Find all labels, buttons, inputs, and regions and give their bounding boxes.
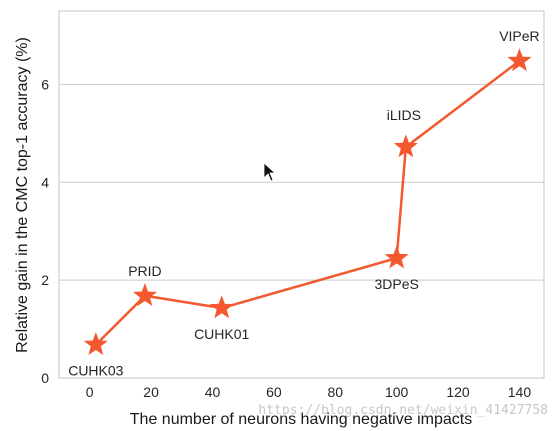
y-tick-label: 2 bbox=[41, 272, 49, 288]
data-point-label: PRID bbox=[128, 263, 161, 279]
data-point-star bbox=[393, 134, 418, 158]
y-axis-label: Relative gain in the CMC top-1 accuracy … bbox=[14, 37, 31, 353]
data-point-star bbox=[384, 245, 409, 269]
data-point-star bbox=[83, 332, 108, 355]
data-point-label: iLIDS bbox=[387, 107, 421, 123]
x-tick-label: 60 bbox=[266, 384, 282, 400]
x-tick-label: 120 bbox=[446, 384, 470, 400]
x-tick-label: 40 bbox=[205, 384, 221, 400]
data-point-label: CUHK03 bbox=[68, 363, 123, 379]
y-tick-label: 0 bbox=[41, 370, 49, 386]
y-tick-label: 4 bbox=[41, 174, 49, 190]
x-tick-label: 80 bbox=[327, 384, 343, 400]
x-tick-label: 100 bbox=[385, 384, 409, 400]
watermark: https://blog.csdn.net/weixin_41427758 bbox=[258, 403, 548, 418]
data-point-star bbox=[132, 283, 157, 307]
point-labels: CUHK03 PRID CUHK01 3DPeS iLIDS VIPeR bbox=[68, 28, 539, 379]
x-tick-label: 0 bbox=[86, 384, 94, 400]
gridlines bbox=[59, 83, 544, 281]
x-tick-labels: 0 20 40 60 80 100 120 140 bbox=[86, 384, 532, 400]
series-line bbox=[94, 59, 521, 346]
data-point-label: 3DPeS bbox=[374, 276, 418, 292]
y-tick-labels: 0 2 4 6 bbox=[41, 76, 49, 386]
plot-frame bbox=[58, 10, 545, 379]
x-axis-label: The number of neurons having negative im… bbox=[130, 411, 472, 428]
x-tick-label: 20 bbox=[143, 384, 159, 400]
data-point-label: CUHK01 bbox=[194, 326, 249, 342]
x-tick-label: 140 bbox=[508, 384, 532, 400]
data-point-label: VIPeR bbox=[499, 28, 539, 44]
data-point-star bbox=[209, 295, 234, 319]
data-point-star bbox=[507, 48, 532, 72]
cursor-icon bbox=[263, 162, 277, 182]
y-tick-label: 6 bbox=[41, 76, 49, 92]
series bbox=[83, 48, 532, 355]
